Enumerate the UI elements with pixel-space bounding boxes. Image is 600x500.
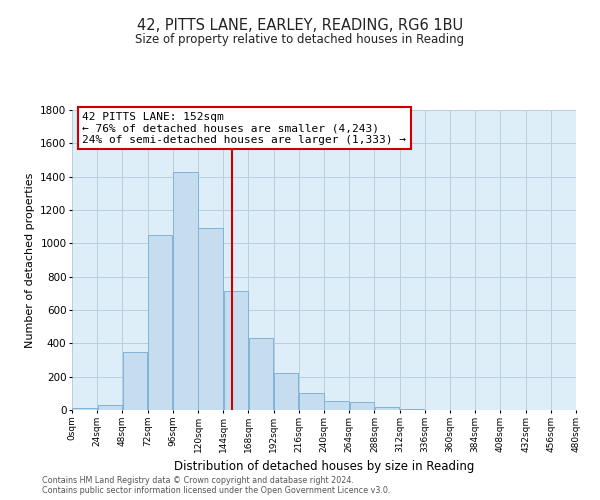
Bar: [98, 405, 122, 410]
Text: 42 PITTS LANE: 152sqm
← 76% of detached houses are smaller (4,243)
24% of semi-d: 42 PITTS LANE: 152sqm ← 76% of detached …: [82, 112, 406, 144]
Text: 42, PITTS LANE, EARLEY, READING, RG6 1BU: 42, PITTS LANE, EARLEY, READING, RG6 1BU: [137, 18, 463, 32]
Bar: [325, 401, 349, 410]
Bar: [148, 235, 172, 410]
Text: Contains public sector information licensed under the Open Government Licence v3: Contains public sector information licen…: [42, 486, 391, 495]
Bar: [224, 291, 248, 410]
Bar: [400, 409, 424, 410]
Bar: [274, 374, 298, 410]
Text: Contains HM Land Registry data © Crown copyright and database right 2024.: Contains HM Land Registry data © Crown c…: [42, 476, 354, 485]
Bar: [123, 352, 147, 410]
Bar: [249, 338, 273, 410]
Bar: [199, 228, 223, 410]
Bar: [350, 402, 374, 410]
Bar: [299, 392, 323, 410]
Text: Size of property relative to detached houses in Reading: Size of property relative to detached ho…: [136, 32, 464, 46]
Bar: [173, 172, 197, 410]
Bar: [73, 408, 97, 410]
Y-axis label: Number of detached properties: Number of detached properties: [25, 172, 35, 348]
X-axis label: Distribution of detached houses by size in Reading: Distribution of detached houses by size …: [174, 460, 474, 473]
Bar: [375, 406, 399, 410]
